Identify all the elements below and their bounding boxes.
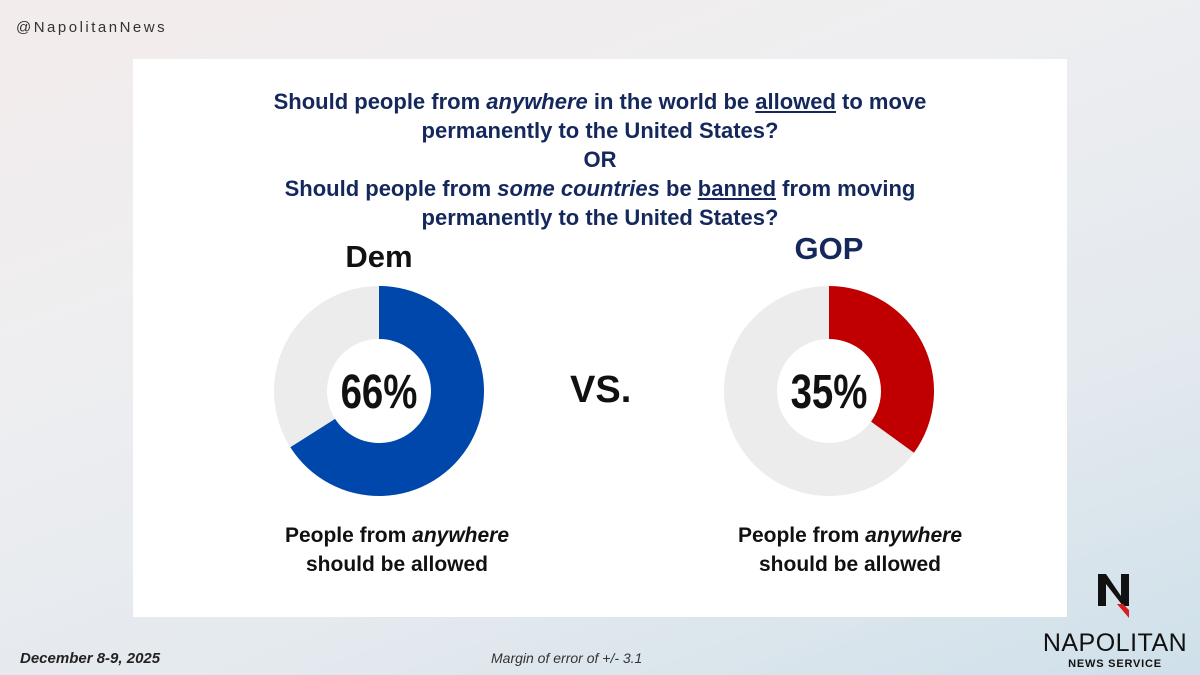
vs-label: VS. (570, 369, 632, 411)
q-line: permanently to the United States? (421, 118, 779, 143)
twitter-handle: @NapolitanNews (16, 19, 168, 36)
chart-card: Should people from anywhere in the world… (133, 59, 1067, 617)
caption-text: People from (737, 524, 866, 547)
logo-n-icon (1098, 574, 1129, 618)
q-underline: banned (697, 176, 777, 201)
napolitan-logo: NAPOLITAN NEWS SERVICE (1040, 572, 1190, 670)
q-emphasis: anywhere (486, 89, 588, 114)
dem-donut: 66% (274, 286, 484, 496)
caption-text: People from (284, 524, 413, 547)
logo-subtitle: NEWS SERVICE (1068, 658, 1162, 670)
logo-name: NAPOLITAN (1042, 629, 1188, 657)
caption-emphasis: anywhere (865, 524, 963, 547)
gop-caption: People from anywhere should be allowed (700, 521, 1000, 579)
q-text: to move (835, 89, 927, 114)
margin-of-error: Margin of error of +/- 3.1 (491, 650, 643, 666)
q-text: in the world be (587, 89, 756, 114)
q-text: from moving (776, 176, 916, 201)
donut-value-slice (829, 286, 934, 453)
question-text: Should people from anywhere in the world… (133, 87, 1067, 232)
q-or: OR (583, 147, 617, 172)
q-emphasis: some countries (497, 176, 660, 201)
gop-donut: 35% (724, 286, 934, 496)
survey-date: December 8-9, 2025 (20, 650, 161, 667)
caption-emphasis: anywhere (412, 524, 510, 547)
donut-value-label: 66% (341, 366, 418, 419)
caption-text: should be allowed (305, 553, 489, 576)
donut-charts: 66% 35% (274, 286, 934, 496)
caption-text: should be allowed (758, 553, 942, 576)
q-underline: allowed (755, 89, 836, 114)
dem-title: Dem (345, 239, 413, 274)
gop-title: GOP (794, 231, 864, 266)
q-line: permanently to the United States? (421, 205, 779, 230)
q-text: be (659, 176, 698, 201)
dem-caption: People from anywhere should be allowed (247, 521, 547, 579)
donut-value-label: 35% (791, 366, 868, 419)
q-text: Should people from (273, 89, 487, 114)
donut-value-slice (290, 286, 484, 496)
q-text: Should people from (284, 176, 498, 201)
